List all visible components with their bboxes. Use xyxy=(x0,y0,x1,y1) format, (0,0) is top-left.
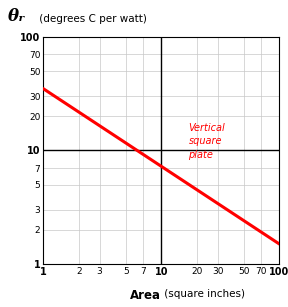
Text: θᵣ: θᵣ xyxy=(8,9,26,25)
Text: Vertical
square
plate: Vertical square plate xyxy=(188,123,225,160)
Text: (square inches): (square inches) xyxy=(161,289,245,299)
Text: Area: Area xyxy=(130,289,161,302)
Text: (degrees C per watt): (degrees C per watt) xyxy=(36,14,147,24)
